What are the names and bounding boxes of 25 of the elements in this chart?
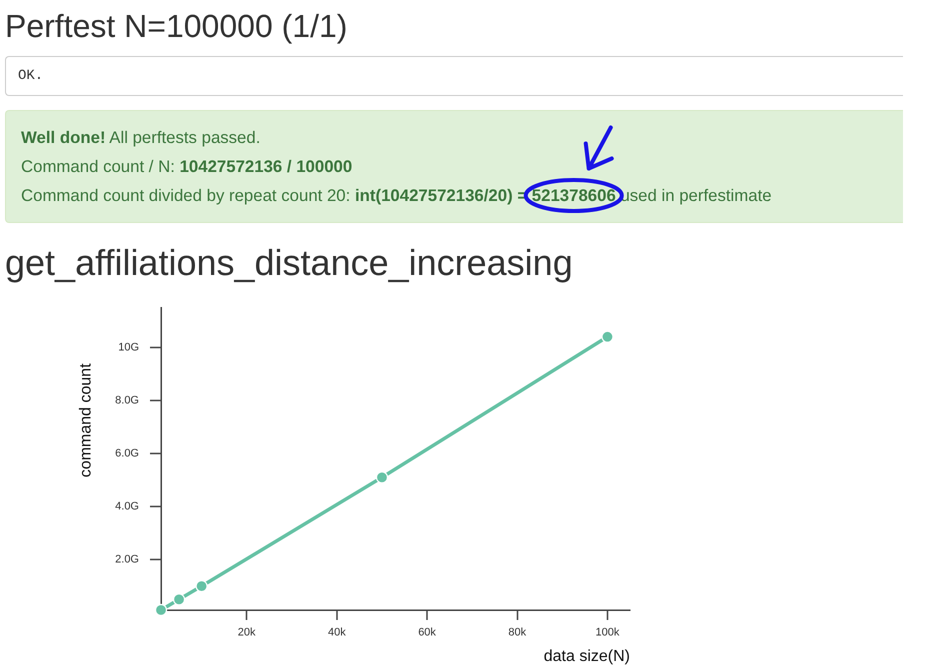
text: 10427572136 / 100000 bbox=[180, 157, 352, 176]
text: Command count divided by repeat count 20: bbox=[21, 186, 350, 205]
y-tick-label: 8.0G bbox=[115, 394, 139, 406]
point bbox=[195, 580, 208, 592]
x-tick-label: 80k bbox=[508, 626, 527, 639]
y-axis-title: command count bbox=[77, 362, 94, 478]
text: Command count / N: bbox=[21, 157, 175, 176]
point bbox=[376, 471, 388, 484]
point bbox=[172, 593, 186, 606]
y-tick-label: 6.0G bbox=[115, 448, 139, 460]
x-tick-label: 20k bbox=[238, 626, 256, 639]
text: Well done! bbox=[21, 128, 106, 147]
y-tick-label: 2.0G bbox=[115, 554, 139, 566]
point bbox=[154, 604, 168, 616]
x-tick-label: 100k bbox=[596, 626, 620, 639]
x-tick-label: 40k bbox=[328, 626, 346, 639]
y-tick-label: 4.0G bbox=[115, 500, 139, 513]
text: Perftest N=100000 (1/1) bbox=[5, 7, 348, 45]
text: OK. bbox=[18, 67, 44, 85]
chart-title: get_affiliations_distance_increasing bbox=[5, 241, 573, 285]
text: All perftests passed. bbox=[109, 128, 260, 147]
y-tick-label: 10G bbox=[118, 341, 139, 354]
x-axis-title: data size(N) bbox=[544, 648, 630, 665]
x-tick-label: 60k bbox=[418, 626, 436, 639]
point bbox=[601, 330, 614, 343]
